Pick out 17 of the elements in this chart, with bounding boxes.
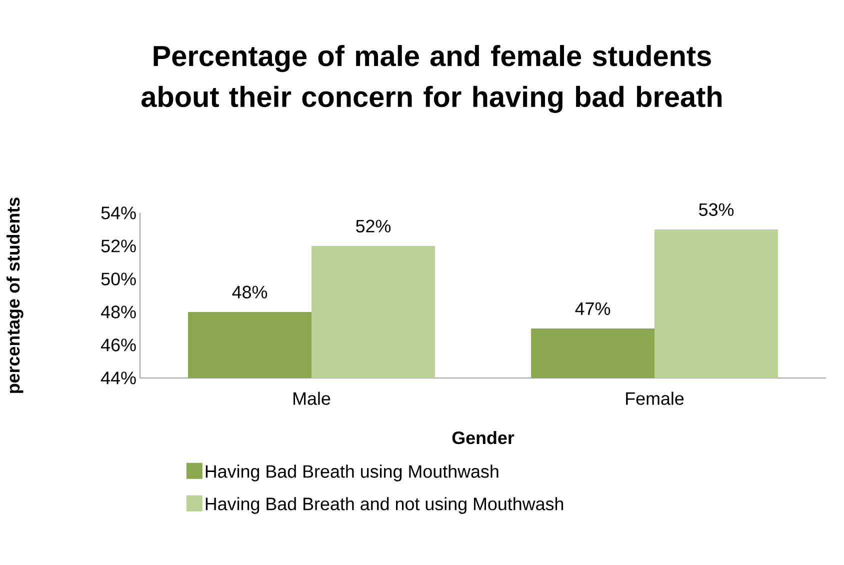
- y-axis-title: percentage of students: [6, 198, 24, 393]
- legend-label: Having Bad Breath using Mouthwash: [206, 464, 498, 482]
- y-tick-label: 52%: [101, 240, 136, 252]
- data-label: 52%: [356, 220, 391, 232]
- data-label: 53%: [699, 203, 734, 216]
- legend-label: Having Bad Breath and not using Mouthwash: [206, 497, 564, 514]
- x-tick-label: Female: [626, 392, 684, 405]
- y-tick-label: 48%: [101, 306, 136, 318]
- data-label: 47%: [575, 302, 610, 315]
- chart-title: Percentage of male and female students about their concern for having bad breath: [142, 45, 722, 113]
- x-axis-title: Gender: [452, 431, 514, 444]
- y-tick-label: 54%: [101, 206, 136, 220]
- data-label: 48%: [232, 286, 268, 298]
- y-tick-label: 44%: [101, 372, 136, 384]
- x-tick-label: Male: [294, 392, 330, 405]
- y-tick-label: 50%: [101, 272, 136, 286]
- y-tick-label: 46%: [101, 338, 136, 352]
